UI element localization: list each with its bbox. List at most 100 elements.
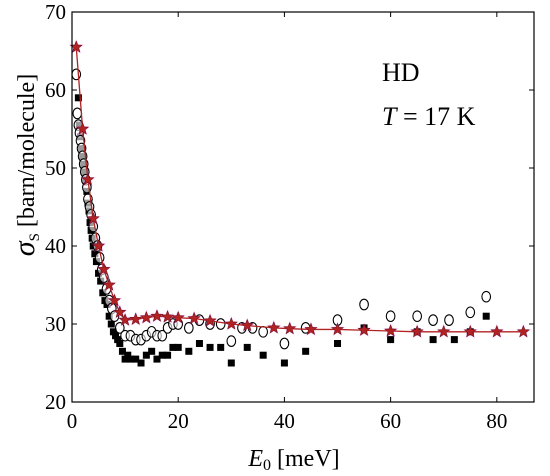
x-axis-label-subscript: 0: [263, 457, 271, 474]
square-marker: [174, 343, 182, 351]
circle-marker: [157, 329, 168, 342]
star-marker: [240, 318, 254, 332]
circle-marker: [72, 107, 83, 120]
square-marker: [112, 332, 120, 340]
square-marker: [387, 336, 395, 344]
y-tick-label: 60: [45, 78, 66, 102]
square-marker: [121, 355, 129, 363]
x-tick-label: 60: [380, 409, 401, 433]
y-tick-label: 70: [45, 0, 66, 24]
square-marker: [137, 359, 145, 367]
square-marker: [142, 351, 150, 359]
circle-marker: [481, 290, 492, 303]
star-marker: [97, 262, 111, 275]
star-marker: [76, 122, 90, 135]
star-marker: [463, 324, 477, 338]
star-marker: [81, 172, 95, 186]
star-marker: [490, 324, 504, 338]
square-marker: [107, 320, 115, 328]
plot-frame: [71, 11, 535, 403]
x-tick-label: 20: [168, 409, 189, 433]
square-marker: [109, 328, 117, 336]
y-axis-label-subscript: S: [27, 233, 43, 241]
x-axis-label-symbol: E: [247, 446, 263, 472]
annotation-temperature-symbol: T: [382, 102, 398, 131]
star-marker: [267, 320, 281, 334]
y-tick-label: 40: [45, 234, 66, 258]
star-marker: [102, 278, 116, 291]
star-marker: [224, 317, 238, 330]
x-tick-label: 0: [67, 409, 78, 433]
square-marker: [243, 343, 251, 351]
x-axis-label-unit: [meV]: [271, 446, 340, 472]
square-marker: [158, 351, 166, 359]
square-marker: [169, 343, 177, 351]
x-axis-label: E0 [meV]: [247, 446, 339, 474]
square-marker: [91, 250, 99, 258]
square-marker: [124, 351, 132, 359]
square-marker: [334, 340, 342, 347]
square-marker: [206, 343, 214, 351]
star-marker: [86, 211, 100, 225]
annotation-temperature-value: = 17 K: [396, 102, 475, 131]
star-marker: [330, 322, 345, 336]
star-marker: [516, 324, 530, 338]
x-tick-label: 40: [274, 409, 295, 433]
circle-marker: [385, 310, 396, 323]
circle-marker: [465, 306, 476, 319]
square-marker: [114, 336, 122, 344]
circle-marker: [279, 337, 290, 350]
square-marker: [118, 347, 126, 355]
square-marker: [132, 355, 140, 363]
circle-marker: [258, 325, 269, 338]
square-marker: [126, 355, 134, 363]
star-marker: [171, 310, 185, 324]
star-marker: [357, 323, 371, 336]
star-marker: [113, 305, 127, 318]
square-marker: [164, 351, 172, 359]
square-marker: [74, 94, 82, 102]
star-marker: [187, 311, 201, 325]
series-filled-square: [74, 94, 490, 367]
square-marker: [280, 359, 288, 367]
y-axis-label-symbol: σ: [8, 240, 41, 256]
y-axis-label-unit: [barn/molecule]: [14, 74, 40, 233]
star-marker: [384, 324, 398, 337]
data-series: [68, 39, 531, 367]
square-marker: [227, 359, 235, 367]
square-marker: [153, 355, 161, 363]
square-marker: [185, 347, 193, 355]
square-marker: [148, 347, 156, 355]
circle-marker: [215, 318, 226, 330]
star-marker: [150, 309, 164, 322]
square-marker: [482, 312, 490, 320]
star-marker: [129, 312, 143, 325]
square-marker: [99, 289, 107, 297]
square-marker: [429, 336, 437, 344]
annotation-sample: HD: [382, 58, 420, 87]
circle-marker: [428, 314, 438, 326]
square-marker: [302, 347, 310, 355]
series-star-line: [68, 39, 531, 339]
star-marker: [91, 239, 106, 252]
star-marker: [203, 313, 217, 327]
star-marker: [283, 321, 297, 335]
y-tick-label: 50: [45, 156, 66, 180]
circle-marker: [412, 310, 423, 323]
square-marker: [450, 336, 458, 344]
star-marker: [410, 324, 424, 338]
star-marker: [118, 313, 132, 326]
star-marker: [304, 322, 318, 336]
x-tick-label: 80: [486, 409, 507, 433]
y-axis-label: σS [barn/molecule]: [8, 74, 43, 256]
square-marker: [259, 351, 267, 359]
circle-marker: [226, 335, 237, 348]
square-marker: [116, 340, 124, 347]
square-marker: [105, 312, 113, 320]
square-marker: [217, 343, 225, 351]
y-tick-label: 20: [45, 390, 66, 414]
star-marker: [107, 293, 122, 307]
circle-marker: [359, 298, 369, 311]
star-marker: [437, 324, 451, 338]
